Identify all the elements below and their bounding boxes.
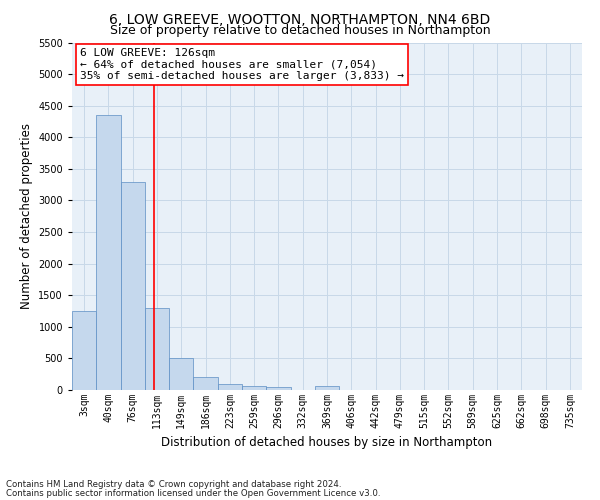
Text: Size of property relative to detached houses in Northampton: Size of property relative to detached ho…	[110, 24, 490, 37]
X-axis label: Distribution of detached houses by size in Northampton: Distribution of detached houses by size …	[161, 436, 493, 450]
Bar	[145, 308, 169, 390]
Text: 6 LOW GREEVE: 126sqm
← 64% of detached houses are smaller (7,054)
35% of semi-de: 6 LOW GREEVE: 126sqm ← 64% of detached h…	[80, 48, 404, 81]
Bar	[121, 182, 145, 390]
Bar	[72, 311, 96, 390]
Bar	[96, 115, 121, 390]
Bar	[193, 378, 218, 390]
Text: 6, LOW GREEVE, WOOTTON, NORTHAMPTON, NN4 6BD: 6, LOW GREEVE, WOOTTON, NORTHAMPTON, NN4…	[109, 12, 491, 26]
Bar	[218, 384, 242, 390]
Bar	[242, 386, 266, 390]
Bar	[266, 387, 290, 390]
Bar	[169, 358, 193, 390]
Y-axis label: Number of detached properties: Number of detached properties	[20, 123, 32, 309]
Text: Contains public sector information licensed under the Open Government Licence v3: Contains public sector information licen…	[6, 489, 380, 498]
Bar	[315, 386, 339, 390]
Text: Contains HM Land Registry data © Crown copyright and database right 2024.: Contains HM Land Registry data © Crown c…	[6, 480, 341, 489]
